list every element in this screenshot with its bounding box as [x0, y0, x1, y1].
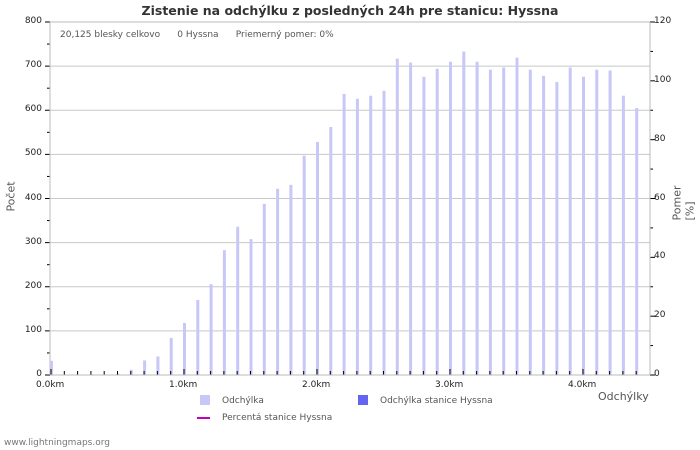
y2-tick-label: 100	[654, 74, 672, 85]
bar	[422, 76, 426, 375]
bar	[568, 67, 572, 375]
legend-swatch-odchylka	[200, 395, 210, 405]
bar	[542, 75, 546, 376]
bar	[369, 95, 373, 375]
bar	[395, 58, 399, 375]
bar	[169, 337, 173, 375]
bar	[409, 62, 413, 375]
y-left-label: Počet	[4, 181, 18, 212]
bar	[262, 203, 266, 375]
y-tick-label: 400	[24, 192, 42, 203]
bar	[435, 68, 439, 376]
y-right-label: Pomer [%]	[670, 185, 697, 221]
bar	[236, 226, 240, 375]
x-tick-label: 1.0km	[169, 380, 198, 390]
y2-tick-label: 20	[654, 310, 666, 321]
y-tick-label: 800	[24, 16, 42, 26]
legend-label-station: Odchýlka stanice Hyssna	[380, 396, 493, 406]
y-tick-label: 700	[24, 60, 42, 71]
bar	[635, 108, 639, 375]
bar	[222, 250, 226, 375]
y2-tick-label: 80	[654, 133, 666, 144]
legend-label-odchylka: Odchýlka	[222, 396, 264, 406]
legend-line-percent	[197, 417, 210, 419]
x-tick-label: 0.0km	[36, 380, 65, 390]
footer-credit: www.lightningmaps.org	[4, 438, 110, 448]
bar	[249, 239, 253, 375]
legend-swatch-station	[358, 395, 368, 405]
y2-tick-label: 120	[654, 16, 672, 26]
total-count: 20,125 blesky celkovo	[60, 30, 161, 40]
y-tick-label: 600	[24, 104, 42, 115]
bar	[209, 284, 213, 375]
bar	[183, 322, 186, 375]
bar	[462, 51, 466, 375]
average-ratio: Priemerný pomer: 0%	[235, 30, 334, 40]
bar	[449, 61, 452, 376]
x-label: Odchýlky	[598, 390, 649, 403]
bar	[502, 67, 506, 375]
x-tick-label: 4.0km	[568, 380, 597, 390]
legend-label-percent: Percentá stanice Hyssna	[222, 413, 333, 423]
bar	[156, 356, 160, 375]
bar	[608, 70, 612, 375]
bar	[355, 98, 359, 375]
y-tick-label: 0	[36, 369, 42, 379]
station-count: 0 Hyssna	[177, 30, 219, 40]
stats-line: 20,125 blesky celkovo 0 Hyssna Priemerný…	[60, 30, 334, 40]
y2-tick-label: 60	[654, 192, 666, 203]
bar	[595, 69, 599, 375]
y-tick-label: 100	[24, 324, 42, 335]
bar	[528, 69, 532, 375]
bar	[276, 188, 280, 375]
bar	[555, 82, 559, 375]
bar	[196, 299, 200, 375]
bar	[316, 142, 319, 375]
y2-tick-label: 40	[654, 251, 666, 262]
bar	[582, 76, 585, 375]
bar	[302, 155, 306, 375]
bar	[488, 69, 492, 375]
x-tick-label: 2.0km	[302, 380, 331, 390]
y-tick-label: 200	[24, 280, 42, 291]
chart-title: Zistenie na odchýlku z posledných 24h pr…	[141, 3, 559, 18]
bar	[382, 90, 386, 376]
y-tick-label: 500	[24, 148, 42, 159]
bar	[50, 360, 53, 375]
y-tick-label: 300	[24, 236, 42, 247]
bar	[621, 95, 625, 375]
y2-tick-label: 0	[654, 369, 660, 379]
x-tick-label: 3.0km	[435, 380, 464, 390]
bar	[515, 57, 519, 376]
bar	[475, 61, 479, 376]
bar	[342, 93, 346, 375]
bar	[289, 184, 293, 375]
bar	[143, 360, 147, 375]
bar	[329, 127, 333, 375]
